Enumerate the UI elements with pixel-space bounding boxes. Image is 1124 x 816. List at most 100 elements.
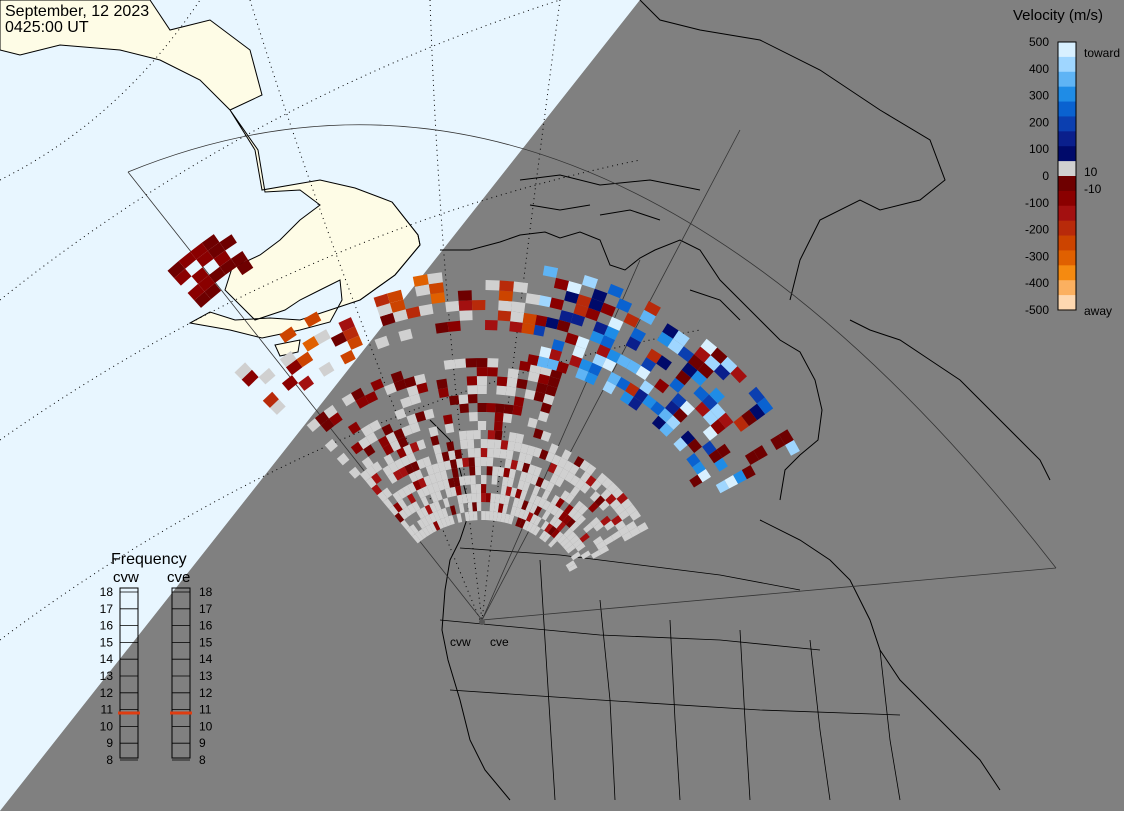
scatter-cell [369, 419, 382, 433]
scatter-cell [306, 418, 321, 432]
scatter-cell [464, 475, 471, 485]
velocity-color-segment [1058, 161, 1076, 177]
frequency-marker-cvw [118, 711, 140, 715]
yukon-coast-night [359, 201, 421, 301]
velocity-tick-label: -400 [1025, 276, 1049, 290]
scatter-cell [456, 513, 463, 523]
scatter-cell [505, 386, 517, 397]
scatter-cell [713, 364, 731, 381]
scatter-cell [378, 435, 390, 448]
scatter-cell [569, 463, 580, 476]
scatter-cell [435, 490, 443, 501]
scatter-cell [596, 344, 611, 358]
scatter-cell [549, 473, 559, 485]
scatter-cell [537, 411, 550, 423]
scatter-cell [545, 317, 560, 330]
scatter-cell [476, 376, 488, 386]
scatter-cell [476, 367, 488, 377]
scatter-cell [418, 529, 427, 539]
scatter-cell [400, 396, 413, 409]
scatter-cell [733, 470, 747, 484]
velocity-color-segment [1058, 42, 1076, 58]
scatter-cell [342, 326, 359, 341]
scatter-cell [604, 325, 620, 340]
frequency-tick-label: 15 [199, 635, 213, 649]
scatter-cell [710, 419, 726, 435]
scatter-cell [387, 472, 398, 484]
scatter-cell [213, 250, 231, 267]
velocity-tick-label: -100 [1025, 196, 1049, 210]
scatter-cell [466, 493, 473, 503]
scatter-cell [615, 298, 633, 313]
scatter-cell [351, 387, 365, 401]
scatter-cell [748, 386, 765, 404]
scatter-cell [476, 502, 482, 512]
scatter-cell [522, 510, 530, 521]
scatter-cell [589, 491, 601, 502]
scatter-cell [435, 452, 444, 464]
scatter-cell [560, 537, 570, 548]
scatter-cell [598, 545, 610, 555]
scatter-cell [616, 377, 631, 391]
scatter-cell [365, 477, 377, 489]
radar-fov [127, 124, 1057, 621]
scatter-cell [485, 511, 490, 521]
scatter-cell [350, 441, 364, 455]
scatter-cell [499, 494, 506, 504]
scatter-cell [397, 436, 409, 449]
scatter-cell [651, 415, 667, 430]
scatter-cell [588, 362, 603, 377]
velocity-tick-label: 500 [1029, 35, 1049, 49]
scatter-cell [542, 532, 551, 543]
scatter-cell [561, 449, 572, 461]
velocity-color-segment [1058, 176, 1076, 192]
scatter-cell [614, 520, 626, 531]
scatter-cell [562, 514, 572, 525]
scatter-cell [569, 486, 581, 497]
scatter-cell [575, 515, 586, 526]
scatter-cell [551, 339, 565, 352]
map-radar-label-cve: cve [490, 635, 509, 649]
scatter-cell [425, 465, 435, 476]
scatter-cell [477, 403, 487, 412]
frequency-tick-label: 15 [100, 635, 114, 649]
scatter-cell [516, 378, 528, 390]
scatter-cell [553, 465, 564, 477]
scatter-cell [533, 505, 542, 516]
scatter-cell [553, 518, 563, 529]
scatter-cell [207, 242, 226, 259]
scatter-cell [621, 498, 633, 510]
scatter-cell [601, 477, 613, 489]
scatter-cell [616, 354, 632, 369]
scatter-cell [505, 449, 514, 460]
scatter-cell [456, 494, 464, 505]
scatter-cell [377, 491, 388, 502]
scatter-cell [208, 266, 226, 283]
scatter-cell [532, 324, 546, 337]
scatter-cell [757, 397, 774, 415]
scatter-cell [393, 379, 407, 392]
scatter-cell [554, 531, 564, 542]
scatter-cell [642, 394, 657, 409]
scatter-cell [508, 432, 517, 443]
scatter-cell [440, 470, 448, 481]
scatter-cell [476, 358, 488, 368]
scatter-cell [361, 456, 374, 469]
scatter-cell [526, 445, 536, 456]
frequency-tick-label: 12 [199, 686, 213, 700]
scatter-cell [412, 480, 422, 491]
scatter-cell [753, 445, 768, 460]
scatter-cell [522, 481, 531, 492]
scatter-cell [433, 500, 442, 511]
scatter-cell [409, 422, 421, 434]
scatter-cell [535, 382, 548, 394]
scatter-cell [671, 392, 687, 408]
velocity-toward-label: toward [1084, 46, 1120, 60]
scatter-cell [365, 465, 377, 477]
alaska-island [274, 339, 301, 357]
scatter-cell [559, 468, 569, 480]
scatter-cell [198, 275, 215, 292]
scatter-cell [487, 430, 496, 440]
scatter-cell [635, 365, 651, 381]
scatter-cell [458, 503, 465, 514]
